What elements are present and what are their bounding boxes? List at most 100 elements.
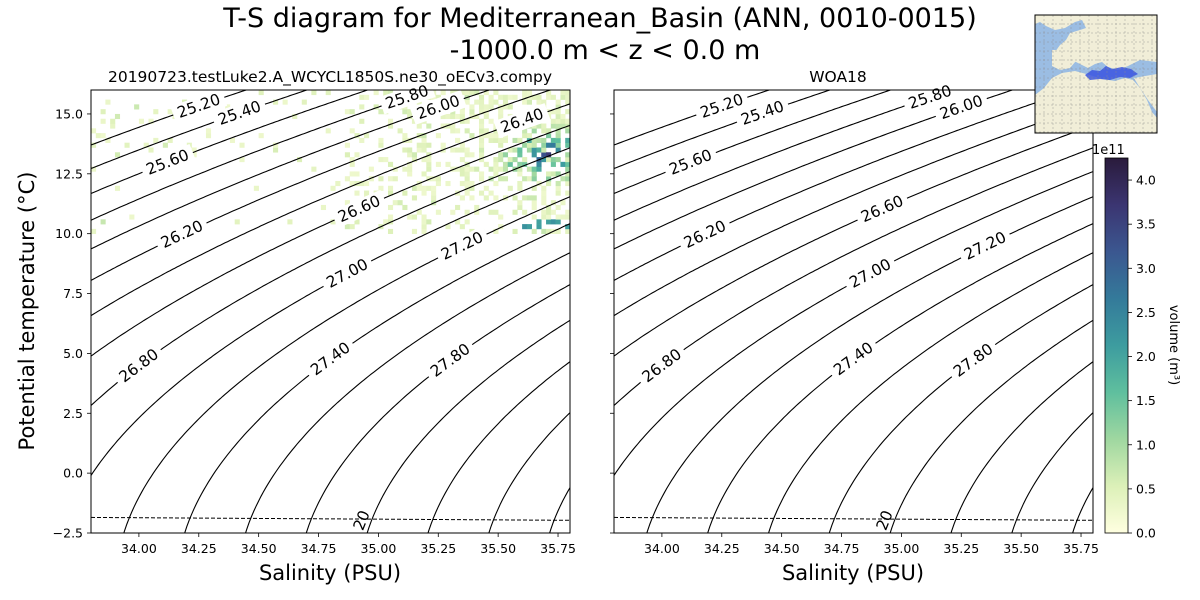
heatmap-cell [555, 190, 561, 196]
heatmap-cell [349, 157, 355, 163]
heatmap-cell [522, 128, 528, 134]
heatmap-cell [421, 185, 427, 191]
heatmap-cell [359, 104, 365, 110]
heatmap-cell [502, 137, 509, 143]
heatmap-cell [526, 224, 532, 230]
heatmap-cell [502, 176, 509, 182]
heatmap-cell [531, 228, 537, 234]
heatmap-cell [531, 171, 537, 177]
heatmap-cell [512, 228, 518, 234]
heatmap-cell [541, 147, 547, 153]
heatmap-cell [531, 200, 537, 206]
heatmap-cell [493, 195, 499, 201]
heatmap-cell [550, 157, 556, 163]
heatmap-cell [488, 133, 494, 139]
heatmap-cell [225, 104, 231, 110]
heatmap-cell [498, 94, 504, 100]
heatmap-cell [546, 142, 552, 148]
heatmap-cell [364, 94, 370, 100]
heatmap-cell [526, 166, 532, 172]
heatmap-cell [541, 228, 547, 234]
x-tick-label: 34.75 [301, 541, 337, 556]
x-tick-label: 35.50 [1003, 541, 1039, 556]
heatmap-cell [546, 157, 552, 163]
right-y-axis [610, 113, 614, 534]
heatmap-cell [426, 176, 432, 182]
left-x-axis: 34.00 34.25 34.50 34.75 35.00 35.25 35.50 35.75 [121, 533, 576, 556]
heatmap-cell [565, 214, 570, 220]
heatmap-cell [474, 90, 480, 96]
heatmap-cell [493, 133, 499, 139]
x-tick-label: 34.25 [181, 541, 217, 556]
heatmap-cell [531, 94, 537, 100]
x-tick-label: 35.00 [361, 541, 397, 556]
heatmap-cell [407, 152, 413, 158]
heatmap-cell [512, 94, 518, 100]
heatmap-cell [392, 200, 398, 206]
heatmap-cell [546, 128, 552, 134]
heatmap-cell [296, 157, 303, 163]
heatmap-cell [330, 185, 336, 191]
heatmap-cell [502, 99, 509, 105]
heatmap-cell [440, 142, 446, 148]
heatmap-cell [416, 123, 422, 129]
heatmap-cell [311, 90, 317, 96]
density-contour-line [123, 196, 570, 533]
heatmap-cell [541, 185, 547, 191]
heatmap-cell [512, 195, 518, 201]
heatmap-cell [344, 200, 350, 206]
heatmap-cell [502, 152, 509, 158]
heatmap-cell [522, 195, 528, 201]
heatmap-cell [344, 224, 350, 230]
heatmap-cell [478, 99, 485, 105]
contour-label-background [433, 225, 491, 266]
heatmap-cell [555, 204, 561, 211]
heatmap-cell [555, 157, 561, 163]
heatmap-cell [555, 113, 561, 120]
heatmap-cell [148, 118, 154, 124]
inset-map-mediterranean-region [1085, 66, 1138, 80]
heatmap-cell [541, 200, 547, 206]
density-contour-line [950, 361, 1093, 533]
left-x-axis-label: Salinity (PSU) [259, 561, 401, 585]
heatmap-cell [292, 113, 298, 120]
heatmap-cell [522, 157, 528, 163]
heatmap-cell [349, 109, 355, 115]
heatmap-cell [555, 185, 561, 191]
heatmap-cell [488, 137, 494, 143]
heatmap-cell [488, 118, 494, 124]
heatmap-cell [478, 104, 485, 110]
heatmap-cell [383, 219, 389, 225]
heatmap-cell [517, 161, 523, 167]
heatmap-cell [459, 171, 465, 177]
heatmap-cell [335, 180, 341, 187]
heatmap-cell [421, 228, 427, 234]
heatmap-cell [502, 166, 509, 172]
heatmap-cell [522, 90, 528, 96]
contour-label-background [139, 144, 197, 181]
heatmap-cell [555, 118, 561, 124]
heatmap-cell [100, 133, 106, 139]
heatmap-cell [464, 147, 470, 153]
heatmap-cell [478, 157, 485, 163]
heatmap-cell [349, 128, 355, 134]
heatmap-cell [349, 171, 355, 177]
contour-label: 27.80 [950, 340, 996, 381]
density-contour-line [614, 147, 1093, 406]
contour-label-background [826, 335, 881, 383]
heatmap-cell [541, 157, 547, 163]
heatmap-cell [91, 142, 97, 148]
heatmap-cell [517, 204, 523, 211]
heatmap-cell [239, 157, 245, 163]
contour-label-background [946, 337, 1001, 384]
heatmap-cell [455, 204, 461, 211]
heatmap-cell [411, 118, 418, 124]
heatmap-cell [550, 161, 556, 167]
inset-map [1034, 14, 1158, 134]
heatmap-cell [536, 219, 542, 225]
heatmap-cell [536, 137, 542, 143]
heatmap-cell [565, 224, 570, 230]
heatmap-cell [373, 104, 379, 110]
colorbar-ticks: 0.0 0.5 1.0 1.5 2.0 2.5 3.0 3.5 4.0 [1128, 173, 1156, 541]
heatmap-cell [469, 152, 475, 158]
